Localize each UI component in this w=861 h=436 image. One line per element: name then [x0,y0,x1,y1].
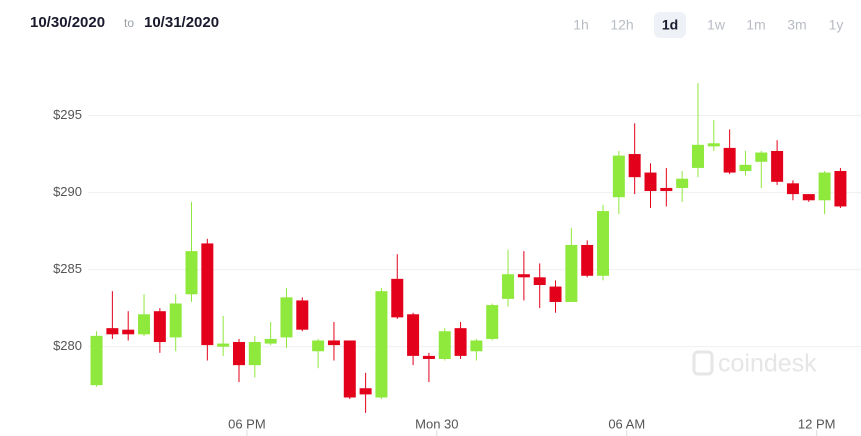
date-from: 10/30/2020 [30,14,105,31]
candle-body [438,331,451,359]
candle-body [248,342,261,366]
candle-body [122,329,135,335]
candle-body [153,311,166,343]
watermark: coindesk [692,350,817,378]
range-button[interactable]: 1h [573,17,589,33]
candle-body [375,291,388,398]
y-tick-label: $280 [53,338,82,353]
candle-body [486,305,499,339]
candle-body [660,187,673,192]
range-button[interactable]: 12h [610,17,633,33]
candle-body [201,243,214,346]
candle-body [407,314,420,356]
watermark-text: coindesk [718,350,817,378]
candle-body [359,388,372,395]
candle-body [723,147,736,173]
candle-body [533,277,546,286]
candle-body [232,342,245,366]
candle-body [454,328,467,356]
candle-body [470,340,483,352]
y-tick-label: $285 [53,261,82,276]
candle-body [565,244,578,302]
candle-body [644,172,657,192]
candle-body [217,343,230,347]
range-button[interactable]: 1y [829,17,844,33]
range-selected-bg [654,12,686,38]
candle-body [422,355,435,359]
candle-body [691,144,704,168]
y-tick-label: $290 [53,184,82,199]
candle-body [90,335,103,386]
candle-body [280,297,293,338]
x-tick-label: 06 AM [608,416,645,431]
x-tick-label: Mon 30 [415,416,458,431]
candle-body [786,183,799,195]
candle-body [138,314,151,335]
candle-body [502,274,515,299]
candle-body [676,178,689,188]
x-tick-label: 06 PM [228,416,266,431]
candle-body [391,278,404,318]
candle-body [612,155,625,198]
candle-body [343,340,356,398]
candle-body [312,340,325,352]
candle-body [707,143,720,147]
candle-body [549,286,562,302]
candle-body [106,328,119,335]
y-tick-label: $295 [53,107,82,122]
candle-body [264,338,277,344]
candle-body [628,154,641,178]
candle-body [802,194,815,201]
candle-body [771,150,784,182]
candle-body [597,211,610,276]
date-to-word: to [124,16,134,30]
candle-body [581,244,594,276]
candle-body [517,274,530,278]
candle-body [185,251,198,295]
candle-body [169,303,182,338]
candle-body [296,300,309,330]
range-button[interactable]: 1m [746,17,765,33]
range-button[interactable]: 1d [662,17,678,33]
candle-body [818,172,831,201]
candle-body [327,340,340,346]
range-button[interactable]: 1w [707,17,726,33]
range-button[interactable]: 3m [787,17,806,33]
x-tick-label: 12 PM [798,416,836,431]
candle-body [755,152,768,162]
date-to: 10/31/2020 [144,14,219,31]
candle-body [834,171,847,207]
watermark-icon [692,350,714,376]
candle-body [739,164,752,172]
